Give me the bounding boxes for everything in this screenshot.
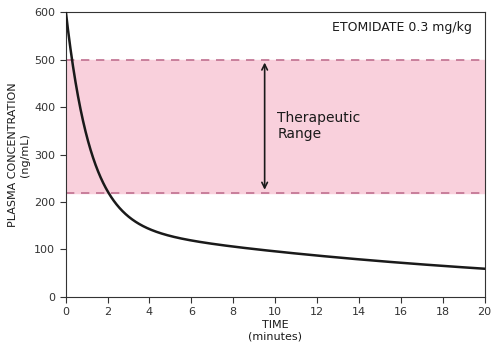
Y-axis label: PLASMA CONCENTRATION
(ng/mL): PLASMA CONCENTRATION (ng/mL) xyxy=(8,82,30,227)
Text: Therapeutic
Range: Therapeutic Range xyxy=(277,111,360,141)
X-axis label: TIME
(minutes): TIME (minutes) xyxy=(248,320,302,342)
Text: ETOMIDATE 0.3 mg/kg: ETOMIDATE 0.3 mg/kg xyxy=(332,21,472,34)
Bar xyxy=(66,60,484,192)
